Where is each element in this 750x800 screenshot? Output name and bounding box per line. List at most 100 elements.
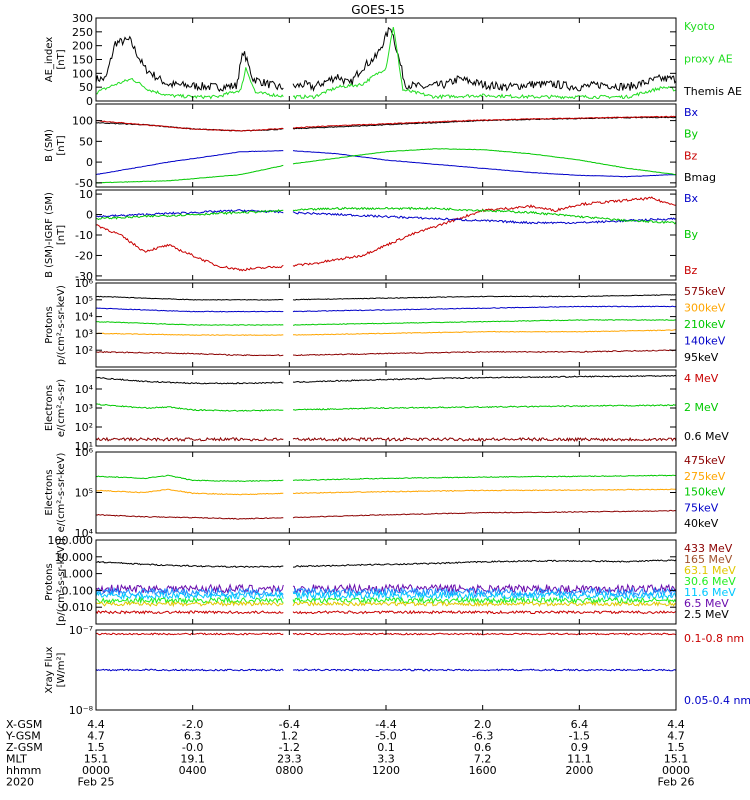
series-electrons2-1-seg0 (95, 488, 284, 496)
ytick-label-bsm-0: -50 (75, 177, 93, 190)
ytick-label-bsub-3: 0 (86, 209, 93, 222)
ylabel-ae-1: [nT] (56, 49, 67, 69)
xaxis-cell-5-3: 11.1 (567, 753, 592, 766)
ytick-label-xray-0: 10⁻⁸ (69, 704, 94, 717)
legend-protons2-4: 11.6 MeV (684, 586, 736, 599)
series-ae-0-seg1 (292, 26, 677, 92)
legend-protons2-1: 165 MeV (684, 553, 733, 566)
panel-electrons2: 10⁴ 10⁵ 10⁶ Electrons e/(cm²-s-sr-keV) 475keV… (44, 446, 726, 540)
series-bsm-2-seg1 (292, 150, 677, 178)
series-electrons2-2-seg0 (95, 513, 284, 520)
series-protons2-4-seg0 (95, 596, 284, 605)
ytick-label-protons1-0: 10² (75, 344, 93, 357)
ylabel-protons1-1: p/(cm²-s-sr-keV) (56, 285, 67, 365)
xaxis-cell-4-1: -6.3 (472, 730, 493, 743)
xaxis-cell-1-0: -2.0 (182, 718, 203, 731)
legend-bsm-1: By (684, 128, 699, 141)
xaxis-cell-3-4: 1200 (372, 764, 400, 777)
xaxis-cell-5-2: 0.9 (571, 741, 589, 754)
series-bsub-2-seg1 (292, 206, 677, 225)
series-bsm-2-seg0 (95, 149, 284, 176)
xaxis-cell-1-4: 0400 (179, 764, 207, 777)
legend-protons1-2: 210keV (684, 318, 726, 331)
legend-xray-0: 0.1-0.8 nm (684, 632, 744, 645)
xaxis-row-label-0: X-GSM (6, 718, 42, 731)
ytick-label-protons2-3: 10.000 (55, 551, 94, 564)
legend-protons2-0: 433 MeV (684, 542, 733, 555)
series-bsm-1-seg1 (292, 115, 677, 129)
legend-electrons2-2: 150keV (684, 486, 726, 499)
xaxis-cell-6-0: 4.4 (667, 718, 685, 731)
xaxis-row-label-4: hhmm (6, 764, 41, 777)
ytick-label-electrons2-0: 10⁴ (75, 527, 94, 540)
xaxis-cell-5-4: 2000 (565, 764, 593, 777)
legend-bsub-2: Bz (684, 264, 698, 277)
series-bsm-3-seg0 (95, 164, 284, 184)
series-protons1-4-seg1 (292, 349, 677, 357)
ytick-label-electrons1-3: 10⁴ (75, 383, 94, 396)
xaxis-cell-6-3: 15.1 (664, 753, 689, 766)
ytick-label-protons1-3: 10⁵ (75, 294, 93, 307)
legend-protons1-0: 575keV (684, 285, 726, 298)
ytick-label-protons2-4: 100.000 (48, 534, 94, 547)
xaxis-cell-4-4: 1600 (469, 764, 497, 777)
legend-electrons2-4: 40keV (684, 517, 719, 530)
series-electrons2-2-seg1 (292, 509, 677, 519)
xaxis-row-label-5: 2020 (6, 776, 34, 789)
series-electrons2-1-seg1 (292, 488, 677, 495)
legend-protons1-3: 140keV (684, 335, 726, 348)
series-electrons1-0-seg1 (292, 374, 677, 383)
legend-protons2-5: 6.5 MeV (684, 597, 729, 610)
series-protons1-0-seg0 (95, 295, 284, 301)
ytick-label-bsm-1: 0 (86, 156, 93, 169)
xaxis-cell-3-2: 0.1 (377, 741, 395, 754)
series-ae-0-seg0 (95, 35, 284, 93)
ytick-label-bsub-1: -20 (75, 249, 93, 262)
xaxis-cell-4-3: 7.2 (474, 753, 492, 766)
series-electrons2-0-seg1 (292, 474, 677, 481)
series-protons2-3-seg1 (292, 590, 677, 601)
series-bsub-2-seg0 (95, 209, 284, 221)
legend-bsub-0: Bx (684, 192, 699, 205)
ytick-label-electrons1-2: 10³ (75, 402, 93, 415)
xaxis-cell-4-0: 2.0 (474, 718, 492, 731)
xaxis-cell-2-4: 0800 (275, 764, 303, 777)
series-xray-0-seg1 (292, 632, 677, 636)
ytick-label-bsm-3: 100 (72, 115, 93, 128)
ytick-label-bsub-0: -30 (75, 270, 93, 283)
xaxis-cell-5-0: 6.4 (571, 718, 589, 731)
legend-electrons1-2: 0.6 MeV (684, 430, 729, 443)
series-xray-0-seg0 (95, 632, 284, 636)
xaxis-cell-1-2: -0.0 (182, 741, 203, 754)
ylabel-protons1-0: Protons (44, 306, 55, 343)
series-bsm-0-seg0 (95, 122, 284, 132)
series-protons2-3-seg0 (95, 590, 284, 601)
ytick-label-ae-2: 100 (72, 67, 93, 80)
series-protons2-5-seg1 (292, 600, 677, 608)
legend-bsm-0: Bx (684, 106, 699, 119)
xaxis-row-label-1: Y-GSM (5, 730, 41, 743)
legend-bsm-2: Bz (684, 149, 698, 162)
ytick-label-protons2-0: 0.010 (62, 601, 94, 614)
ylabel-protons2-1: [p/(cm²-s-sr-keV)] (56, 538, 67, 626)
ytick-label-protons1-2: 10⁴ (75, 311, 94, 324)
xaxis-cell-0-5: Feb 25 (78, 776, 115, 789)
legend-xray-1: 0.05-0.4 nm (684, 694, 750, 707)
ytick-label-protons1-4: 10⁶ (75, 277, 94, 290)
chart-title: GOES-15 (351, 3, 405, 17)
xaxis-cell-3-0: -4.4 (375, 718, 396, 731)
ytick-label-bsub-2: -10 (75, 229, 93, 242)
legend-protons1-1: 300keV (684, 302, 726, 315)
series-protons2-6-seg1 (292, 609, 677, 615)
panel-bsub: -30 -20 -10 0 10 B (SM)-IGRF (SM) [nT] Bx By Bz (44, 188, 699, 283)
xaxis-cell-6-1: 4.7 (667, 730, 685, 743)
ylabel-ae-0: AE_index (44, 37, 55, 83)
legend-electrons2-1: 275keV (684, 470, 726, 483)
series-electrons1-1-seg1 (292, 404, 677, 411)
xaxis-cell-3-1: -5.0 (375, 730, 396, 743)
ylabel-xray-1: [W/m²] (56, 652, 67, 687)
series-protons2-2-seg0 (95, 586, 284, 597)
ytick-label-electrons2-2: 10⁶ (75, 446, 94, 459)
ylabel-bsub-1: [nT] (56, 225, 67, 245)
